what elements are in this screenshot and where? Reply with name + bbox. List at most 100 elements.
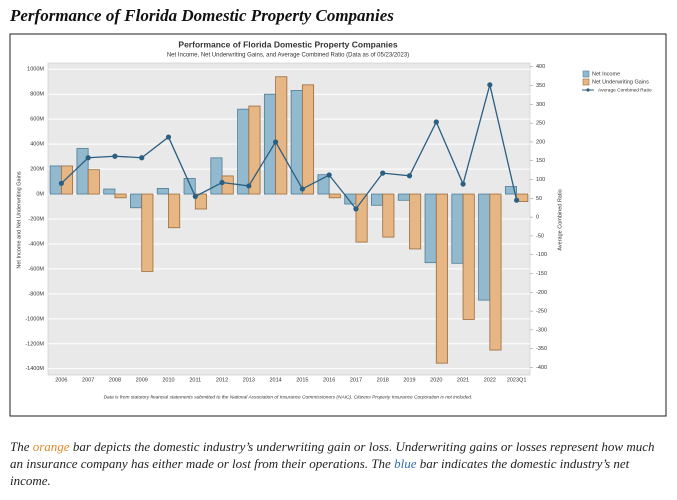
bar	[462, 193, 475, 320]
y2-tick-label: -300	[536, 327, 547, 333]
bar	[49, 165, 62, 195]
y2-tick-label: 300	[536, 102, 545, 108]
bar	[382, 193, 395, 238]
caption-highlight: orange	[32, 439, 70, 454]
bar	[355, 193, 368, 243]
caption-highlight: blue	[394, 456, 417, 471]
y-tick-label: -600M	[28, 266, 44, 272]
y2-tick-label: 400	[536, 64, 545, 70]
ratio-point	[460, 181, 466, 187]
y-tick-label: 1000M	[27, 67, 44, 73]
ratio-point	[246, 183, 252, 189]
ratio-point	[433, 119, 439, 125]
y2-tick-label: 250	[536, 121, 545, 127]
legend-swatch	[582, 78, 590, 86]
x-tick-label: 2011	[189, 377, 201, 383]
ratio-point	[58, 180, 64, 186]
ratio-point	[406, 173, 413, 179]
y-tick-label: 800M	[30, 92, 44, 98]
caption: The orange bar depicts the domestic indu…	[10, 438, 670, 489]
bar	[156, 188, 169, 195]
y-tick-label: -200M	[28, 216, 44, 222]
chart: Performance of Florida Domestic Property…	[9, 33, 667, 417]
y-axis-title: Net Income and Net Underwriting Gains	[16, 171, 22, 268]
y2-tick-label: 0	[536, 215, 539, 221]
ratio-line	[60, 84, 518, 210]
y2-tick-label: -200	[536, 290, 547, 296]
bar	[183, 178, 196, 195]
ratio-point	[192, 193, 198, 200]
y2-tick-label: 50	[536, 196, 542, 202]
y-tick-label: -1200M	[25, 341, 44, 347]
bar	[435, 193, 448, 364]
legend-label: Net Underwriting Gains	[592, 79, 649, 85]
bar	[248, 105, 261, 195]
x-tick-label: 2010	[162, 377, 174, 383]
bar	[328, 193, 341, 199]
legend-label: Average Combined Ratio	[598, 87, 652, 93]
bar	[103, 188, 116, 195]
chart-subtitle: Net Income, Net Underwriting Gains, and …	[167, 53, 409, 59]
chart-title: Performance of Florida Domestic Property…	[178, 39, 397, 49]
bar	[130, 193, 143, 209]
x-tick-label: 2020	[430, 377, 442, 383]
caption-text: bar depicts the domestic industry’s unde…	[10, 439, 655, 471]
y2-tick-label: 100	[536, 177, 545, 183]
bar	[371, 193, 384, 206]
x-tick-label: 2012	[216, 377, 228, 383]
ratio-point	[299, 186, 305, 192]
bar	[409, 193, 422, 250]
ratio-point	[219, 179, 225, 186]
bar	[237, 108, 250, 195]
x-tick-label: 2021	[457, 377, 469, 383]
x-tick-label: 2007	[82, 377, 94, 383]
bar	[301, 84, 315, 195]
ratio-point	[273, 139, 279, 145]
footnote: Data is from statutory financial stateme…	[104, 394, 473, 400]
y2-tick-label: -150	[536, 271, 547, 277]
legend-label: Net Income	[592, 71, 620, 77]
bar	[60, 165, 74, 195]
y-tick-label: 200M	[30, 167, 44, 173]
y-tick-label: 400M	[30, 142, 44, 148]
ratio-point	[85, 155, 91, 161]
x-tick-label: 2013	[243, 377, 255, 383]
y2-tick-label: -350	[536, 346, 547, 352]
y-tick-label: -1000M	[25, 316, 44, 322]
y2-tick-label: -250	[536, 309, 547, 315]
y2-tick-label: -100	[536, 252, 547, 258]
caption-text: bar indicates the domestic industry’s ne…	[10, 456, 630, 488]
y2-tick-label: 350	[536, 83, 545, 89]
legend-marker	[586, 88, 590, 92]
ratio-point	[487, 82, 493, 88]
y2-tick-label: -50	[536, 233, 544, 239]
x-tick-label: 2023Q1	[507, 377, 527, 383]
bar	[275, 76, 288, 195]
ratio-point	[165, 134, 172, 140]
y-tick-label: -800M	[28, 291, 44, 297]
x-tick-label: 2018	[377, 377, 389, 383]
x-tick-label: 2019	[403, 377, 415, 383]
bar	[504, 186, 518, 195]
y2-tick-label: 200	[536, 139, 545, 145]
ratio-point	[380, 170, 386, 176]
bar	[397, 193, 410, 201]
bar	[451, 193, 464, 264]
legend-swatch	[582, 70, 590, 78]
bar	[317, 174, 330, 195]
bar	[87, 169, 100, 195]
x-tick-label: 2009	[136, 377, 148, 383]
bar	[141, 193, 154, 272]
y-tick-label: 600M	[30, 117, 44, 123]
caption-text: The	[10, 439, 33, 454]
ratio-point	[139, 155, 145, 161]
bar	[168, 193, 181, 229]
x-tick-label: 2015	[296, 377, 308, 383]
x-tick-label: 2014	[269, 377, 281, 383]
ratio-point	[514, 197, 520, 203]
x-tick-label: 2006	[55, 377, 67, 383]
bar	[221, 175, 234, 195]
x-tick-label: 2017	[350, 377, 362, 383]
y2-axis-title: Average Combined Ratio	[557, 189, 563, 250]
